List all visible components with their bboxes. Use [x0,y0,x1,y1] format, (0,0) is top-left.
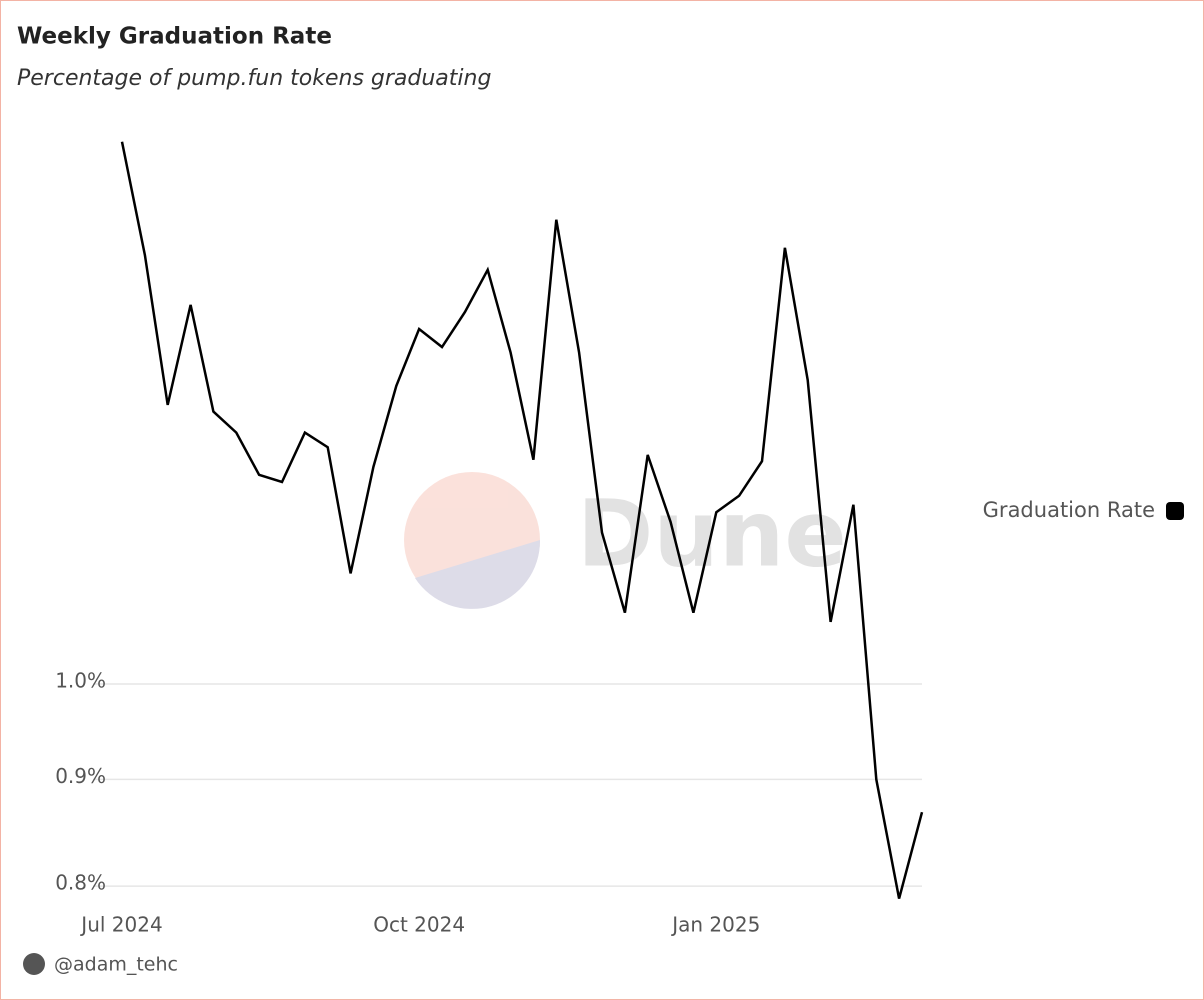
x-tick-label: Oct 2024 [373,913,465,937]
x-tick-label: Jan 2025 [670,913,760,937]
author: @adam_tehc [54,954,178,976]
y-tick-label: 0.9% [55,764,106,788]
y-tick-label: 0.8% [55,871,106,895]
line [120,141,924,899]
chart-subtitle: Percentage of pump.fun tokens graduating [17,66,491,91]
legend-label: Graduation Rate [983,498,1155,522]
author-avatar [23,953,45,975]
y-tick-label: 1.0% [55,669,106,693]
chart-title: Weekly Graduation Rate [17,24,332,50]
legend-swatch [1166,502,1184,520]
x-tick-label: Jul 2024 [79,913,162,937]
